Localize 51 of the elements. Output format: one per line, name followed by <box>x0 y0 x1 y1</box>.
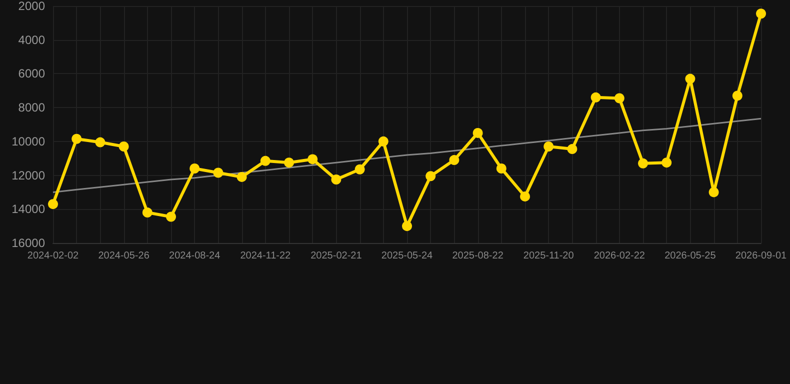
x-tick-label: 2025-05-24 <box>381 250 434 262</box>
line-series <box>52 118 762 193</box>
point <box>331 174 342 185</box>
point <box>142 208 152 218</box>
x-tick-label: 2025-02-21 <box>310 250 362 262</box>
point <box>378 136 388 146</box>
point <box>614 93 624 104</box>
y-tick-label: 6000 <box>18 66 46 81</box>
x-tick-label: 2026-09-01 <box>735 250 788 262</box>
y-tick-label: 14000 <box>12 202 46 216</box>
point <box>756 8 766 19</box>
point <box>284 158 294 168</box>
point <box>308 154 318 164</box>
x-tick-label: 2025-08-22 <box>452 250 504 262</box>
point <box>166 212 176 222</box>
x-tick-label: 2024-11-22 <box>240 250 292 262</box>
point <box>260 156 270 166</box>
x-tick-label: 2024-05-26 <box>98 250 150 262</box>
point <box>638 158 648 168</box>
point <box>662 158 672 168</box>
y-tick-label: 12000 <box>12 168 46 182</box>
point <box>118 142 129 152</box>
point <box>732 90 742 101</box>
y-tick-label: 16000 <box>12 236 46 250</box>
point <box>708 187 719 198</box>
point <box>520 191 530 202</box>
point <box>190 164 200 174</box>
x-tick-label: 2025-11-20 <box>523 250 574 262</box>
point <box>402 221 412 232</box>
x-tick-label: 2024-08-24 <box>169 250 221 262</box>
x-tick-label: 2026-02-22 <box>594 250 646 262</box>
point <box>236 172 247 182</box>
point <box>544 142 554 152</box>
point <box>72 134 82 144</box>
y-tick-label: 4000 <box>18 32 46 47</box>
point <box>567 144 578 154</box>
point <box>685 74 696 84</box>
y-tick-label: 8000 <box>18 100 46 115</box>
point <box>590 92 601 102</box>
point <box>48 199 58 210</box>
point <box>472 128 483 138</box>
point <box>95 137 106 148</box>
point <box>426 171 436 182</box>
y-tick-label: 2000 <box>18 0 46 13</box>
point <box>449 155 460 166</box>
point <box>496 164 506 174</box>
x-tick-label: 2026-05-25 <box>664 250 716 262</box>
point <box>354 164 365 174</box>
x-tick-label: 2024-02-02 <box>27 250 80 262</box>
point <box>213 168 224 178</box>
y-tick-label: 10000 <box>12 134 46 148</box>
